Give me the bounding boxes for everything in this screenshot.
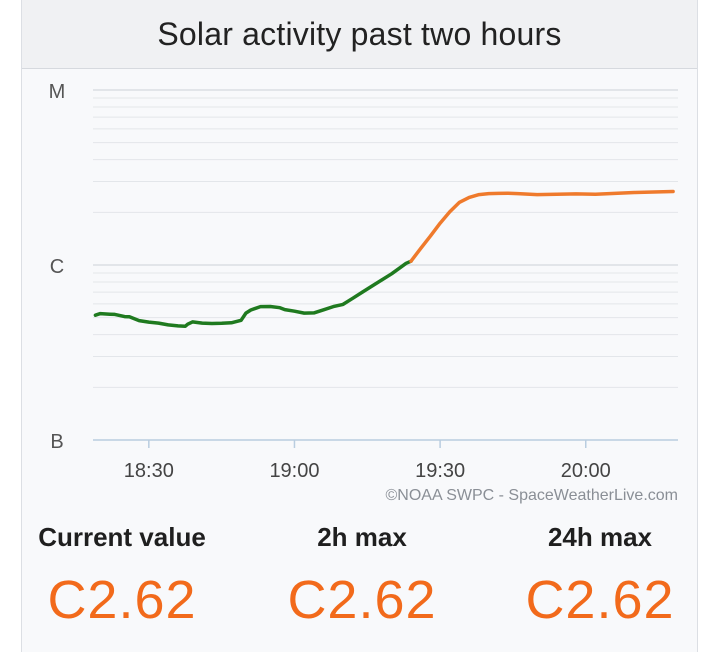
x-tick-label: 20:00 [561,460,611,482]
x-tick-label: 19:00 [269,460,319,482]
x-tick-label: 18:30 [124,460,174,482]
max-24h-value: C2.62 [525,570,675,630]
solar-activity-chart: B C M 18:30 19:00 19:30 20:00 ©NOAA SWPC - Spac… [49,81,678,504]
y-tick-label: M [49,81,66,103]
max-2h-label: 2h max [317,522,407,552]
chart-credit: ©NOAA SWPC - SpaceWeatherLive.com [386,487,678,504]
x-tick-label: 19:30 [415,460,465,482]
stat-2h-max: 2h max C2.62 [262,510,462,631]
series-line-below-c [93,259,413,329]
card-header: Solar activity past two hours [22,0,697,69]
current-value: C2.62 [47,570,197,630]
solar-activity-card: Solar activity past two hours B C M 18:30 19… [21,0,698,652]
stat-24h-max: 24h max C2.62 [500,510,700,631]
stats-row: Current value C2.62 2h max C2.62 24h max… [22,510,697,652]
y-tick-label: C [50,256,64,278]
stat-current: Current value C2.62 [22,510,222,631]
chart-area: B C M 18:30 19:00 19:30 20:00 ©NOAA SWPC - Spac… [1,0,720,510]
y-tick-label: B [50,431,63,453]
max-24h-label: 24h max [547,522,653,552]
card-title: Solar activity past two hours [157,15,562,52]
series-line-c-class [409,189,675,263]
current-value-label: Current value [38,522,206,552]
max-2h-value: C2.62 [287,570,437,630]
